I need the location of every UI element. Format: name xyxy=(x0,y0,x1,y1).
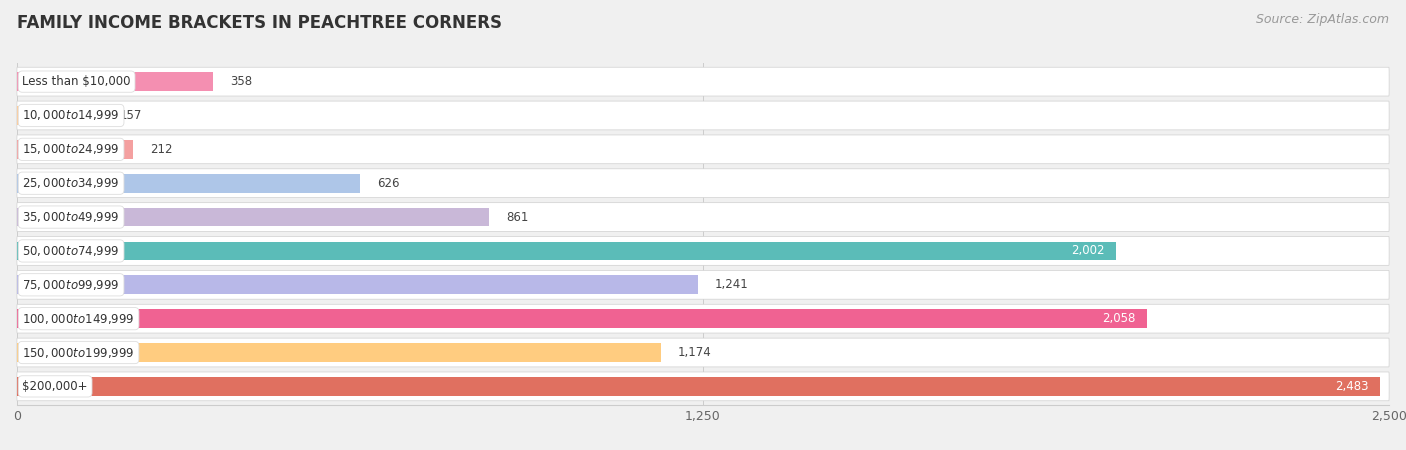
Text: $75,000 to $99,999: $75,000 to $99,999 xyxy=(22,278,120,292)
Text: FAMILY INCOME BRACKETS IN PEACHTREE CORNERS: FAMILY INCOME BRACKETS IN PEACHTREE CORN… xyxy=(17,14,502,32)
Text: 2,058: 2,058 xyxy=(1102,312,1136,325)
Text: $15,000 to $24,999: $15,000 to $24,999 xyxy=(22,142,120,156)
Bar xyxy=(17,242,1116,260)
FancyBboxPatch shape xyxy=(17,304,1389,333)
Text: 1,241: 1,241 xyxy=(714,278,748,291)
Text: 2,483: 2,483 xyxy=(1336,380,1369,393)
Text: Less than $10,000: Less than $10,000 xyxy=(22,75,131,88)
Text: 626: 626 xyxy=(377,177,399,190)
Text: $25,000 to $34,999: $25,000 to $34,999 xyxy=(22,176,120,190)
Text: 1,174: 1,174 xyxy=(678,346,711,359)
Text: $10,000 to $14,999: $10,000 to $14,999 xyxy=(22,108,120,122)
Text: 157: 157 xyxy=(120,109,142,122)
FancyBboxPatch shape xyxy=(17,270,1389,299)
Text: $50,000 to $74,999: $50,000 to $74,999 xyxy=(22,244,120,258)
Bar xyxy=(17,275,697,294)
FancyBboxPatch shape xyxy=(17,67,1389,96)
FancyBboxPatch shape xyxy=(17,372,1389,401)
FancyBboxPatch shape xyxy=(17,338,1389,367)
Bar xyxy=(17,343,661,362)
Bar xyxy=(17,309,1146,328)
Text: 212: 212 xyxy=(149,143,172,156)
FancyBboxPatch shape xyxy=(17,101,1389,130)
Bar xyxy=(17,106,103,125)
Bar xyxy=(17,72,214,91)
FancyBboxPatch shape xyxy=(17,202,1389,231)
FancyBboxPatch shape xyxy=(17,237,1389,266)
Text: 358: 358 xyxy=(229,75,252,88)
Text: 861: 861 xyxy=(506,211,529,224)
Bar xyxy=(17,140,134,159)
FancyBboxPatch shape xyxy=(17,169,1389,198)
Bar xyxy=(17,377,1379,396)
Bar xyxy=(17,208,489,226)
Text: 2,002: 2,002 xyxy=(1071,244,1105,257)
Text: $200,000+: $200,000+ xyxy=(22,380,87,393)
Text: $150,000 to $199,999: $150,000 to $199,999 xyxy=(22,346,135,360)
Text: $35,000 to $49,999: $35,000 to $49,999 xyxy=(22,210,120,224)
Text: $100,000 to $149,999: $100,000 to $149,999 xyxy=(22,312,135,326)
Bar xyxy=(17,174,360,193)
FancyBboxPatch shape xyxy=(17,135,1389,164)
Text: Source: ZipAtlas.com: Source: ZipAtlas.com xyxy=(1256,14,1389,27)
